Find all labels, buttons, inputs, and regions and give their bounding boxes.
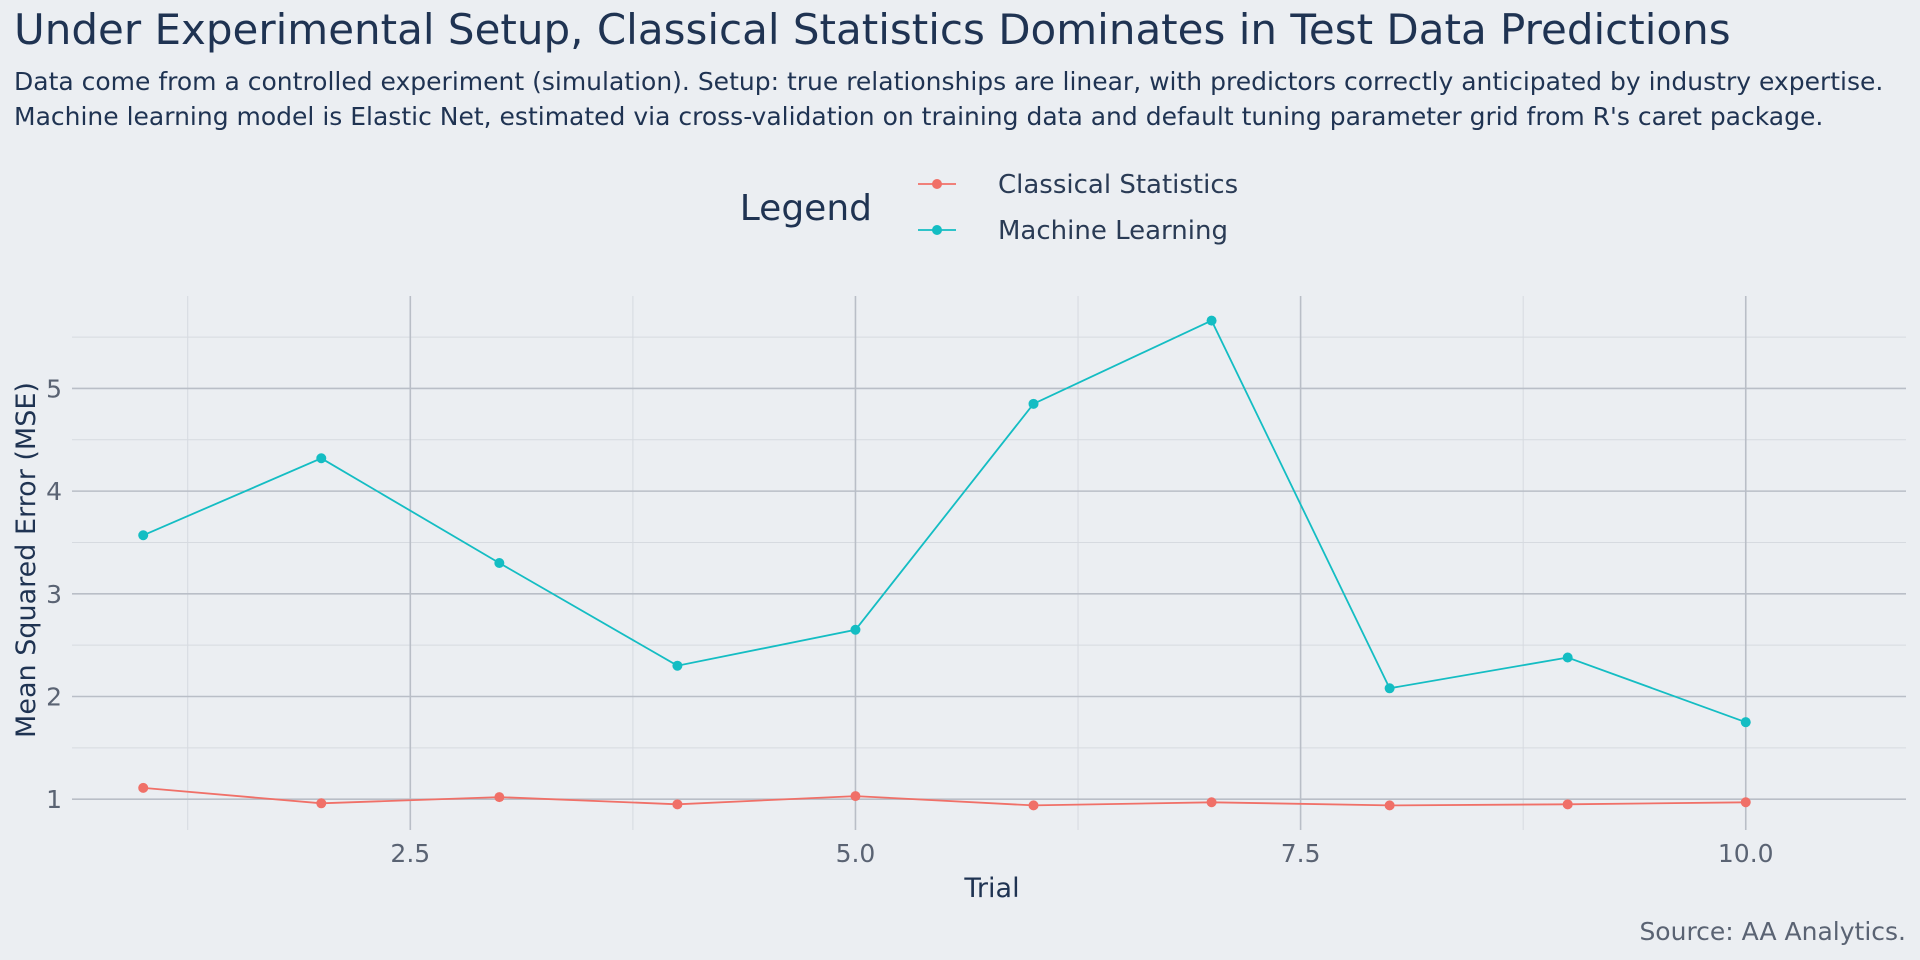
chart-subtitle-line-2: Machine learning model is Elastic Net, e… [14, 102, 1823, 131]
data-point-machine-learning [672, 660, 683, 671]
source-caption: Source: AA Analytics. [1639, 917, 1906, 946]
x-axis-label: Trial [963, 873, 1019, 904]
series-classical-statistics [138, 782, 1751, 811]
data-point-classical-statistics [850, 791, 861, 802]
legend-key-marker [932, 225, 942, 235]
y-tick-label: 2 [46, 683, 62, 712]
legend-label: Classical Statistics [998, 170, 1238, 200]
data-point-classical-statistics [1384, 800, 1395, 811]
x-tick-label: 2.5 [390, 839, 430, 868]
data-point-machine-learning [1384, 683, 1395, 694]
series-machine-learning [138, 315, 1751, 728]
chart-subtitle-line-1: Data come from a controlled experiment (… [14, 67, 1883, 96]
x-tick-label: 10.0 [1718, 839, 1774, 868]
chart-title: Under Experimental Setup, Classical Stat… [14, 5, 1731, 54]
data-point-classical-statistics [1028, 800, 1039, 811]
data-point-machine-learning [1740, 717, 1751, 728]
y-tick-label: 1 [46, 785, 62, 814]
data-point-machine-learning [1206, 315, 1217, 326]
series-line-machine-learning [142, 319, 1747, 724]
y-tick-label: 4 [46, 477, 62, 506]
legend-title: Legend [740, 188, 872, 229]
legend-item-machine-learning: Machine Learning [918, 216, 1228, 246]
data-point-machine-learning [850, 624, 861, 635]
legend-key-marker [932, 179, 942, 189]
y-axis-label: Mean Squared Error (MSE) [11, 382, 42, 738]
x-tick-label: 7.5 [1281, 839, 1321, 868]
data-point-machine-learning [316, 453, 327, 464]
y-tick-label: 3 [46, 580, 62, 609]
y-tick-label: 5 [46, 374, 62, 403]
data-point-classical-statistics [494, 792, 505, 803]
series-line-classical-statistics [143, 787, 1746, 807]
data-point-machine-learning [494, 558, 505, 568]
data-point-classical-statistics [672, 799, 683, 810]
data-point-classical-statistics [1206, 797, 1217, 808]
data-point-machine-learning [138, 530, 149, 541]
legend-item-classical-statistics: Classical Statistics [918, 170, 1238, 200]
legend-label: Machine Learning [998, 216, 1228, 246]
series-layer [138, 315, 1751, 811]
grid [72, 296, 1906, 830]
data-point-classical-statistics [1562, 799, 1573, 810]
data-point-machine-learning [1028, 398, 1039, 409]
tick-labels: 2.5 5.0 7.5 10.0 1 2 3 4 5 [46, 374, 1773, 868]
data-point-classical-statistics [1740, 797, 1751, 808]
data-point-classical-statistics [316, 798, 327, 809]
data-point-machine-learning [1562, 652, 1573, 663]
data-point-classical-statistics [138, 782, 149, 793]
legend: Legend Classical Statistics Machine Learn… [740, 170, 1238, 246]
x-tick-label: 5.0 [836, 839, 876, 868]
